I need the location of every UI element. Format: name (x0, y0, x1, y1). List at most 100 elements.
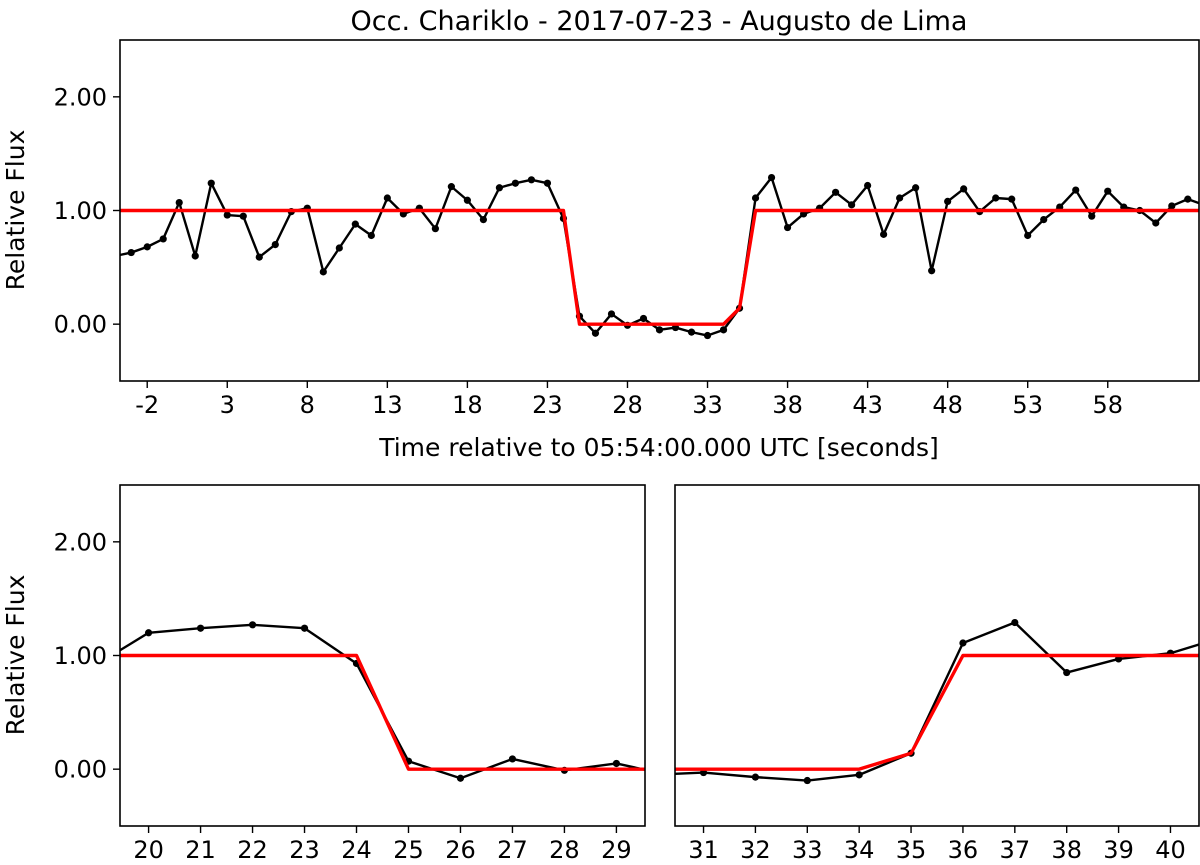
top-data-point (495, 184, 504, 192)
top-data-point (896, 194, 904, 202)
top-data-point (864, 181, 872, 190)
top-data-point (607, 310, 616, 318)
top-panel: -2 3 8 13 18 23 28 33 38 43 48 53 580.001.002.00 (54, 39, 1200, 419)
top-data-point (127, 248, 135, 257)
bottom-right-panel: 31 32 33 34 35 36 37 38 39 40 (674, 484, 1200, 864)
bottom-right-model-fit-line (675, 653, 1199, 771)
top-model-fit-line (120, 208, 1199, 326)
bottom-right-data-point (855, 771, 863, 779)
top-x-tick-label: 33 (692, 391, 723, 419)
top-data-point (719, 326, 728, 334)
top-data-point (112, 252, 119, 259)
bottom-left-y-tick-label: 2.00 (54, 528, 107, 556)
top-x-tick-label: 3 (220, 391, 235, 419)
top-data-point (543, 179, 552, 187)
top-x-tick-label: 43 (852, 391, 883, 419)
top-y-axis-label: Relative Flux (1, 130, 30, 291)
bottom-right-x-tick-label: 36 (948, 836, 979, 864)
bottom-right-x-tick-label: 40 (1155, 836, 1186, 864)
bottom-left-observed-flux-line (120, 623, 645, 780)
top-data-point (1184, 195, 1192, 203)
top-x-axis-label: Time relative to 05:54:00.000 UTC [secon… (378, 433, 939, 462)
top-data-point (880, 230, 888, 238)
top-data-point (1040, 215, 1048, 224)
top-data-point (383, 194, 391, 202)
bottom-left-panel: 20 21 22 23 24 25 26 27 28 29 0.00 1.00 2.00 (54, 484, 672, 864)
top-y-tick-label: 0.00 (54, 311, 107, 339)
top-data-point (960, 185, 968, 193)
top-data-point (207, 179, 215, 187)
top-data-point (655, 326, 664, 334)
top-data-point (175, 198, 183, 207)
bottom-left-y-tick-label: 0.00 (54, 756, 107, 784)
top-plot-area (112, 173, 1199, 340)
top-x-tick-label: 8 (300, 391, 315, 419)
top-y-tick-label: 2.00 (54, 83, 107, 111)
bottom-left-x-tick-label: 25 (393, 836, 424, 864)
top-data-point (912, 184, 920, 192)
top-data-point (223, 211, 231, 219)
top-data-point (1024, 231, 1032, 240)
top-data-point (832, 188, 840, 196)
bottom-right-x-tick-label: 34 (844, 836, 875, 864)
top-data-point (767, 173, 776, 182)
bottom-left-data-point (456, 774, 465, 782)
bottom-left-data-point (248, 621, 257, 629)
top-data-point (1008, 195, 1016, 203)
top-x-tick-label: 23 (532, 391, 563, 419)
top-x-tick-label: 13 (372, 391, 403, 419)
top-x-tick-label: 38 (772, 391, 803, 419)
top-x-tick-label: 48 (932, 391, 963, 419)
top-data-point (1104, 187, 1112, 195)
bottom-left-model-fit-line (120, 653, 645, 771)
top-data-point (255, 253, 263, 261)
top-data-point (639, 314, 648, 323)
top-x-tick-label: -2 (135, 391, 159, 419)
top-data-point (431, 225, 439, 233)
bottom-right-axes-frame (674, 484, 1200, 827)
bottom-left-x-tick-label: 21 (185, 836, 216, 864)
top-data-point (751, 194, 760, 202)
top-data-point (591, 329, 600, 337)
bottom-right-observed-flux-line (675, 621, 1199, 782)
top-data-point (479, 215, 487, 224)
top-data-point (1088, 212, 1096, 220)
top-data-point (527, 176, 536, 184)
bottom-left-data-point (508, 755, 517, 763)
bottom-left-x-tick-label: 26 (445, 836, 476, 864)
bottom-right-data-point (803, 776, 811, 785)
top-data-point (687, 328, 696, 336)
chart-title: Occ. Chariklo - 2017-07-23 - Augusto de … (351, 6, 968, 37)
bottom-right-data-point (751, 773, 760, 781)
bottom-left-x-tick-label: 23 (289, 836, 320, 864)
top-y-tick-label: 1.00 (54, 197, 107, 225)
bottom-left-x-tick-label: 28 (549, 836, 580, 864)
top-data-point (335, 244, 343, 252)
top-x-tick-label: 28 (612, 391, 643, 419)
top-data-point (783, 223, 792, 232)
bottom-left-y-tick-label: 1.00 (54, 642, 107, 670)
top-x-tick-label: 58 (1092, 391, 1123, 419)
top-data-point (159, 235, 167, 243)
bottom-left-data-point (196, 624, 205, 632)
top-data-point (319, 268, 327, 276)
top-data-point (511, 179, 520, 187)
bottom-left-data-point (612, 759, 621, 768)
top-data-point (463, 196, 471, 204)
top-x-tick-label: 53 (1012, 391, 1043, 419)
bottom-left-data-point (665, 771, 672, 778)
top-data-point (143, 243, 151, 251)
top-data-point (447, 183, 455, 191)
bottom-left-data-point (144, 629, 153, 637)
bottom-left-x-tick-label: 22 (237, 836, 268, 864)
bottom-left-x-tick-label: 27 (497, 836, 528, 864)
top-data-point (1168, 202, 1176, 210)
bottom-left-y-axis-label: Relative Flux (1, 575, 30, 736)
bottom-left-x-tick-label: 24 (341, 836, 372, 864)
bottom-right-x-tick-label: 39 (1103, 836, 1134, 864)
bottom-right-x-tick-label: 33 (792, 836, 823, 864)
top-x-tick-label: 18 (452, 391, 483, 419)
top-data-point (191, 252, 199, 260)
top-observed-flux-line (120, 176, 1199, 337)
